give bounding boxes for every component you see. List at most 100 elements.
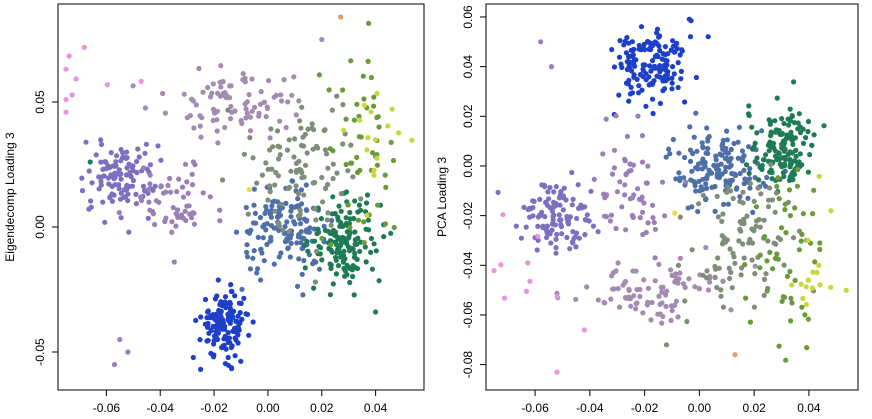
data-point-dark-green (311, 285, 317, 291)
data-point-dusty-purple (218, 63, 224, 69)
data-point-lavender (551, 189, 557, 195)
y-tick-label: 0.06 (461, 5, 475, 29)
data-point-gray-olive (295, 191, 302, 197)
data-point-olive-green (354, 169, 361, 176)
data-point-dark-green (789, 113, 795, 120)
data-point-gray-olive (219, 177, 226, 183)
data-point-outlier (581, 327, 588, 333)
x-tick-label: -0.06 (93, 401, 121, 415)
data-point-lavender (96, 186, 102, 192)
data-point-blue (236, 320, 242, 326)
data-point-dark-green (330, 194, 336, 200)
data-point-mauve (623, 172, 629, 178)
data-point-steel-blue (734, 185, 740, 191)
data-point-lavender (147, 162, 153, 168)
data-point-dark-green (352, 198, 358, 204)
data-point-gray-olive (753, 218, 760, 224)
data-point-gray-olive (297, 118, 303, 124)
data-point-steel-blue (250, 255, 256, 261)
data-point-gray-olive (720, 304, 727, 310)
data-point-pink (66, 53, 72, 59)
data-point-pink (63, 109, 69, 115)
data-point-yellow-green (789, 282, 795, 288)
data-point-dark-green (786, 122, 792, 128)
data-point-gray-olive (324, 217, 330, 223)
data-point-dusty-purple (283, 124, 289, 131)
data-point-dusty-purple (630, 268, 636, 274)
data-point-gray-olive (724, 189, 730, 195)
data-point-dark-green (369, 266, 375, 272)
data-point-pink (73, 76, 79, 82)
data-point-blue (208, 327, 214, 334)
data-point-yellow-green (357, 117, 363, 123)
data-point-mauve (182, 208, 188, 214)
data-point-dusty-purple (160, 90, 166, 97)
data-point-gray-olive (757, 224, 763, 230)
data-point-olive-green (374, 114, 380, 121)
data-point-steel-blue (704, 125, 710, 131)
data-point-steel-blue (255, 266, 261, 272)
data-point-gray-olive (273, 169, 279, 176)
data-point-gray-olive (755, 185, 761, 191)
data-point-dusty-purple (752, 263, 758, 269)
data-point-steel-blue (299, 271, 305, 277)
data-point-lavender (126, 229, 132, 235)
data-point-lavender (557, 202, 563, 208)
data-point-dark-green (773, 129, 779, 135)
data-point-lavender (101, 173, 107, 179)
data-point-mauve (141, 165, 147, 171)
data-point-olive-green (812, 259, 818, 265)
data-point-mauve (176, 176, 182, 182)
data-point-gray-olive (715, 255, 721, 261)
data-point-yellow-green (809, 285, 816, 291)
data-point-dark-green (338, 220, 344, 226)
data-point-lavender (143, 141, 149, 147)
data-point-lavender (118, 190, 124, 196)
data-point-lavender (558, 217, 564, 223)
data-point-yellow-green (828, 208, 834, 214)
data-point-dark-green (791, 120, 798, 126)
data-point-gray-olive (297, 211, 303, 217)
data-point-lavender (527, 214, 533, 220)
data-point-dark-green (352, 237, 358, 243)
data-point-mauve (683, 179, 689, 185)
data-point-gray-olive (338, 191, 344, 197)
data-point-blue (250, 319, 256, 325)
data-point-lavender (120, 150, 126, 156)
eigendecomp-scatter-panel: -0.06 -0.04 -0.02 0.00 0.02 0.04 -0.05 0.00 0.05… (3, 3, 425, 415)
data-point-dusty-purple (266, 78, 272, 84)
data-point-dusty-purple (200, 89, 206, 95)
data-point-dark-green (756, 177, 762, 183)
data-point-blue (626, 77, 632, 83)
data-point-lavender (122, 194, 129, 200)
data-point-gray-olive (297, 207, 303, 213)
data-point-lavender (575, 182, 581, 188)
data-point-steel-blue (259, 250, 265, 256)
data-point-steel-blue (258, 277, 264, 283)
data-point-gray-olive (225, 107, 231, 113)
data-point-dusty-purple (633, 306, 639, 312)
data-point-mauve (603, 116, 609, 122)
data-point-mauve (138, 194, 144, 200)
data-point-olive-green (788, 295, 794, 301)
data-point-steel-blue (294, 283, 301, 289)
data-point-dark-green (338, 208, 344, 214)
data-point-steel-blue (726, 164, 733, 170)
data-point-steel-blue (257, 214, 264, 221)
data-point-olive-green (383, 184, 389, 190)
data-point-dusty-purple (703, 244, 709, 251)
data-point-steel-blue (288, 208, 294, 214)
data-point-dark-green (358, 207, 364, 213)
data-point-gray-olive (751, 198, 757, 204)
data-point-gray-olive (741, 219, 747, 225)
data-point-blue (219, 344, 225, 351)
data-point-steel-blue (283, 200, 289, 206)
data-point-dark-green (334, 233, 340, 239)
data-point-dusty-purple (633, 301, 639, 307)
data-point-dusty-purple (668, 267, 674, 273)
data-point-steel-blue (728, 146, 734, 153)
data-point-blue (626, 63, 632, 69)
data-point-dark-green (779, 116, 785, 122)
data-point-lavender (145, 215, 151, 221)
y-tick-label: 0.04 (461, 55, 475, 79)
